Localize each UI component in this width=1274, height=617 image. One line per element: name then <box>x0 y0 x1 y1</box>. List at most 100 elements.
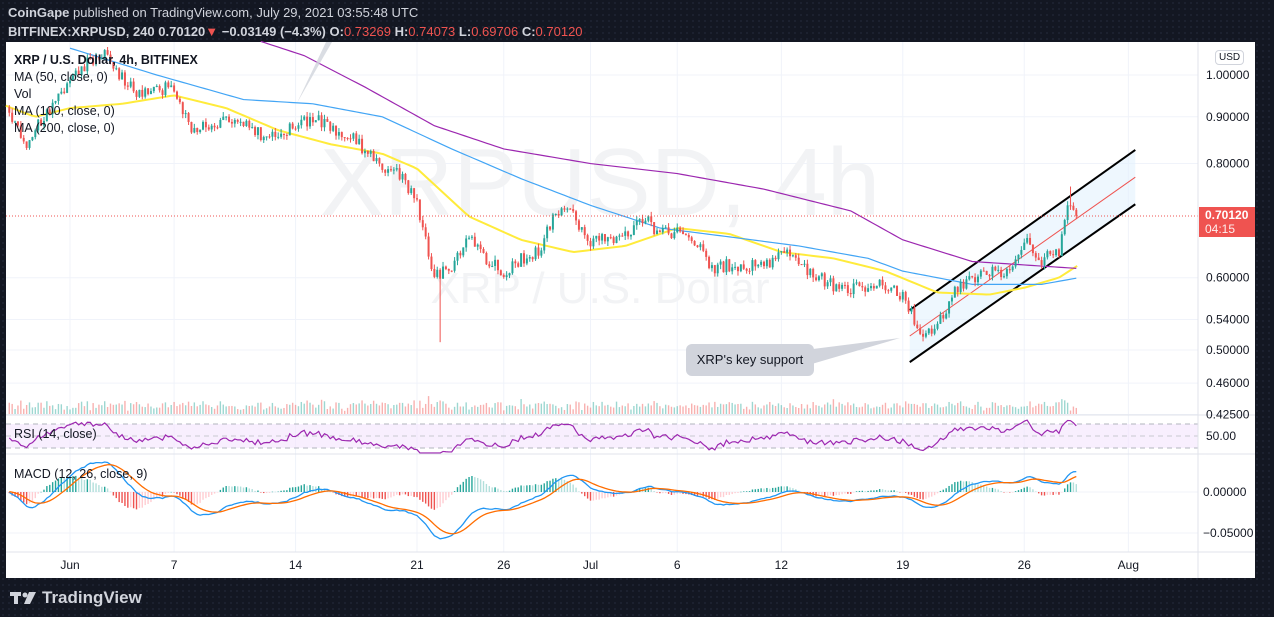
volume-bar <box>291 402 294 414</box>
candle-body <box>823 273 826 287</box>
candle-body <box>939 315 942 324</box>
candle-body <box>742 264 745 269</box>
volume-bar <box>271 402 274 414</box>
volume-bar <box>598 406 600 414</box>
macd-histogram-bar <box>361 492 363 498</box>
macd-histogram-bar <box>511 488 514 492</box>
candle-body <box>930 328 933 334</box>
ma50-line <box>5 94 1078 296</box>
volume-bar <box>1023 406 1025 414</box>
candle-body <box>358 138 361 145</box>
candle-body <box>667 227 670 234</box>
volume-bar <box>37 402 39 414</box>
volume-bar <box>358 403 360 414</box>
candle-body <box>60 91 63 94</box>
volume-bar <box>1075 407 1077 414</box>
candle-body <box>40 119 43 126</box>
volume-bar <box>748 409 751 414</box>
candle-body <box>387 169 390 173</box>
macd-histogram-bar <box>520 485 522 492</box>
channel-lower-line <box>909 203 1136 363</box>
candle-body <box>103 50 106 59</box>
legend-rsi[interactable]: RSI (14, close) <box>14 427 97 441</box>
macd-histogram-bar <box>696 492 699 497</box>
candle-body <box>424 227 427 237</box>
volume-bar <box>448 407 450 414</box>
volume-bar <box>887 408 890 414</box>
legend-ma100[interactable]: MA (100, close, 0) <box>14 104 115 118</box>
candle-body <box>650 216 653 223</box>
volume-bar <box>636 403 638 414</box>
candle-body <box>760 261 763 265</box>
volume-bar <box>618 407 621 414</box>
volume-bar <box>161 403 164 414</box>
volume-bar <box>1029 401 1031 414</box>
macd-histogram-bar <box>604 492 606 499</box>
candle-body <box>661 227 664 233</box>
volume-bar <box>572 409 574 414</box>
volume-bar <box>835 406 837 414</box>
currency-button[interactable]: USD <box>1215 50 1245 65</box>
candle-body <box>982 270 985 272</box>
candle-body <box>89 57 92 59</box>
macd-histogram-bar <box>1043 492 1046 496</box>
candle-body <box>25 141 28 148</box>
macd-histogram-bar <box>994 488 997 492</box>
candle-body <box>589 240 592 247</box>
candle-body <box>69 80 71 84</box>
volume-bar <box>560 407 563 414</box>
candle-body <box>118 68 121 80</box>
macd-histogram-bar <box>881 489 884 492</box>
candle-body <box>832 278 835 292</box>
symbol-label: BITFINEX:XRPUSD, 240 <box>8 24 155 39</box>
macd-histogram-bar <box>737 492 739 493</box>
volume-bar <box>1038 403 1040 414</box>
chart-panel[interactable] <box>6 42 1255 578</box>
price-tick: 1.00000 <box>1206 68 1250 82</box>
volume-bar <box>231 405 233 414</box>
tradingview-logo[interactable]: TradingView <box>10 588 142 608</box>
candle-body <box>236 120 239 122</box>
macd-histogram-bar <box>1069 482 1072 492</box>
candle-body <box>254 127 257 136</box>
candle-body <box>994 266 997 271</box>
volume-bar <box>688 407 690 414</box>
candle-body <box>1072 205 1075 210</box>
candle-body <box>309 117 312 127</box>
volume-bar <box>390 408 392 414</box>
volume-bar <box>540 403 543 414</box>
macd-histogram-bar <box>586 492 589 499</box>
candle-body <box>19 125 22 138</box>
candle-body <box>829 278 832 283</box>
macd-histogram-bar <box>404 492 407 495</box>
candle-body <box>404 173 407 181</box>
volume-bar <box>754 404 757 414</box>
candle-body <box>789 249 792 257</box>
macd-histogram-bar <box>132 492 135 509</box>
volume-bar <box>659 406 661 414</box>
volume-bar <box>31 407 34 414</box>
volume-bar <box>427 396 430 414</box>
candle-body <box>161 90 164 96</box>
candle-body <box>696 245 699 248</box>
volume-bar <box>722 404 725 414</box>
time-tick: 6 <box>674 558 681 572</box>
macd-histogram-bar <box>745 491 748 492</box>
volume-bar <box>63 409 65 414</box>
legend-ma200[interactable]: MA (200, close, 0) <box>14 121 115 135</box>
macd-histogram-bar <box>352 492 355 496</box>
candle-body <box>815 277 818 281</box>
macd-histogram-bar <box>601 492 603 499</box>
legend-vol[interactable]: Vol <box>14 87 32 101</box>
volume-bar <box>1026 405 1028 414</box>
legend-ma50[interactable]: MA (50, close, 0) <box>14 70 108 84</box>
volume-bar <box>167 407 170 414</box>
volume-bar <box>523 404 525 414</box>
candle-body <box>459 252 462 256</box>
candle-body <box>719 261 722 265</box>
volume-bar <box>974 404 976 414</box>
macd-histogram-bar <box>543 483 545 492</box>
macd-histogram-bar <box>555 478 557 492</box>
legend-macd[interactable]: MACD (12, 26, close, 9) <box>14 467 148 481</box>
